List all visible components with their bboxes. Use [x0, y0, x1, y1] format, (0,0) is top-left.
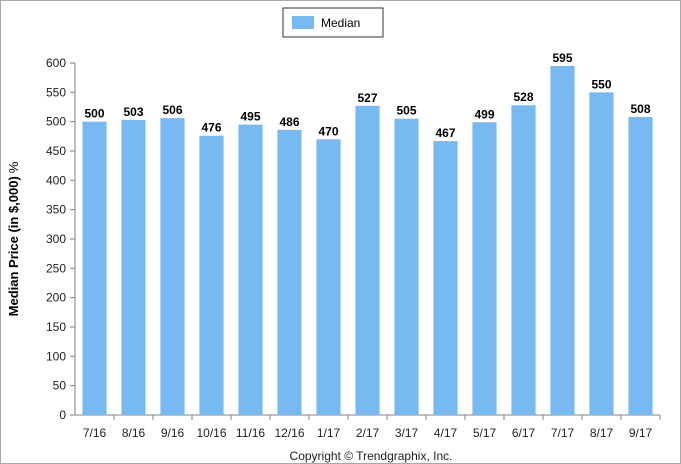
x-tick-label: 4/17: [434, 426, 458, 440]
x-tick-label: 1/17: [317, 426, 341, 440]
y-tick-label: 500: [46, 115, 66, 129]
bar-10-16: [199, 135, 224, 415]
data-label-12-16: 486: [279, 115, 299, 129]
y-axis-title-text: Median Price (in $,000): [6, 176, 21, 316]
bar-9-17: [628, 116, 653, 416]
y-tick-label: 550: [46, 85, 66, 99]
y-tick-label: 400: [46, 173, 66, 187]
bar-6-17: [511, 105, 536, 416]
data-label-8-16: 503: [123, 105, 143, 119]
x-axis-ticks: 7/16 8/16 9/16 10/16 11/16 12/16 1/17 2/17 3/17 4…: [83, 415, 661, 440]
legend: Median: [282, 7, 384, 38]
x-tick-label: 9/17: [629, 426, 653, 440]
bar-7-17: [550, 65, 575, 415]
y-axis-title-suffix: %: [6, 161, 21, 173]
y-tick-label: 0: [59, 408, 66, 422]
y-axis-title: Median Price (in $,000)%: [6, 161, 21, 316]
x-tick-label: 7/17: [551, 426, 575, 440]
x-tick-label: 11/16: [236, 426, 265, 440]
data-label-9-16: 506: [162, 103, 182, 117]
bar-4-17: [433, 141, 458, 415]
y-tick-label: 300: [46, 232, 66, 246]
x-tick-label: 5/17: [473, 426, 497, 440]
x-tick-label: 6/17: [512, 426, 536, 440]
data-label-8-17: 550: [591, 77, 611, 91]
x-tick-label: 12/16: [274, 426, 304, 440]
data-label-6-17: 528: [513, 90, 533, 104]
data-label-1-17: 470: [318, 124, 338, 138]
y-tick-label: 450: [46, 144, 66, 158]
bar-2-17: [355, 105, 380, 416]
data-label-5-17: 499: [474, 107, 494, 121]
data-labels: 500 503 506 476 495 486 470 527 505 467 499 528 595 5…: [84, 51, 650, 140]
data-label-9-17: 508: [630, 102, 650, 116]
y-axis-ticks: 0 50 100 150 200 250 300 350 400 450 500 550 600: [46, 56, 75, 422]
y-tick-label: 50: [53, 379, 67, 393]
bar-8-16: [121, 119, 146, 415]
y-tick-label: 150: [46, 320, 66, 334]
data-label-10-16: 476: [201, 121, 221, 135]
data-label-11-16: 495: [240, 110, 260, 124]
y-tick-label: 250: [46, 261, 66, 275]
data-label-3-17: 505: [396, 104, 416, 118]
bar-9-16: [160, 118, 185, 415]
x-tick-label: 7/16: [83, 426, 107, 440]
copyright-text: Copyright © Trendgraphix, Inc.: [290, 449, 453, 463]
bar-11-16: [238, 124, 263, 415]
data-label-7-16: 500: [84, 107, 104, 121]
y-tick-label: 350: [46, 203, 66, 217]
bar-1-17: [316, 139, 341, 415]
y-tick-label: 100: [46, 349, 66, 363]
x-tick-label: 10/16: [196, 426, 226, 440]
data-label-4-17: 467: [435, 126, 455, 140]
bar-8-17: [589, 92, 614, 415]
x-tick-label: 9/16: [161, 426, 185, 440]
data-label-2-17: 527: [357, 91, 377, 105]
y-tick-label: 600: [46, 56, 66, 70]
data-label-7-17: 595: [552, 51, 572, 65]
legend-label-median: Median: [321, 16, 360, 30]
bar-3-17: [394, 118, 419, 415]
bar-12-16: [277, 129, 302, 415]
x-tick-label: 2/17: [356, 426, 380, 440]
bars: [82, 65, 653, 416]
legend-swatch-median: [292, 16, 314, 29]
y-tick-label: 200: [46, 291, 66, 305]
x-tick-label: 8/16: [122, 426, 146, 440]
bar-5-17: [472, 122, 497, 416]
x-tick-label: 8/17: [590, 426, 614, 440]
x-tick-label: 3/17: [395, 426, 419, 440]
bar-7-16: [82, 121, 107, 416]
